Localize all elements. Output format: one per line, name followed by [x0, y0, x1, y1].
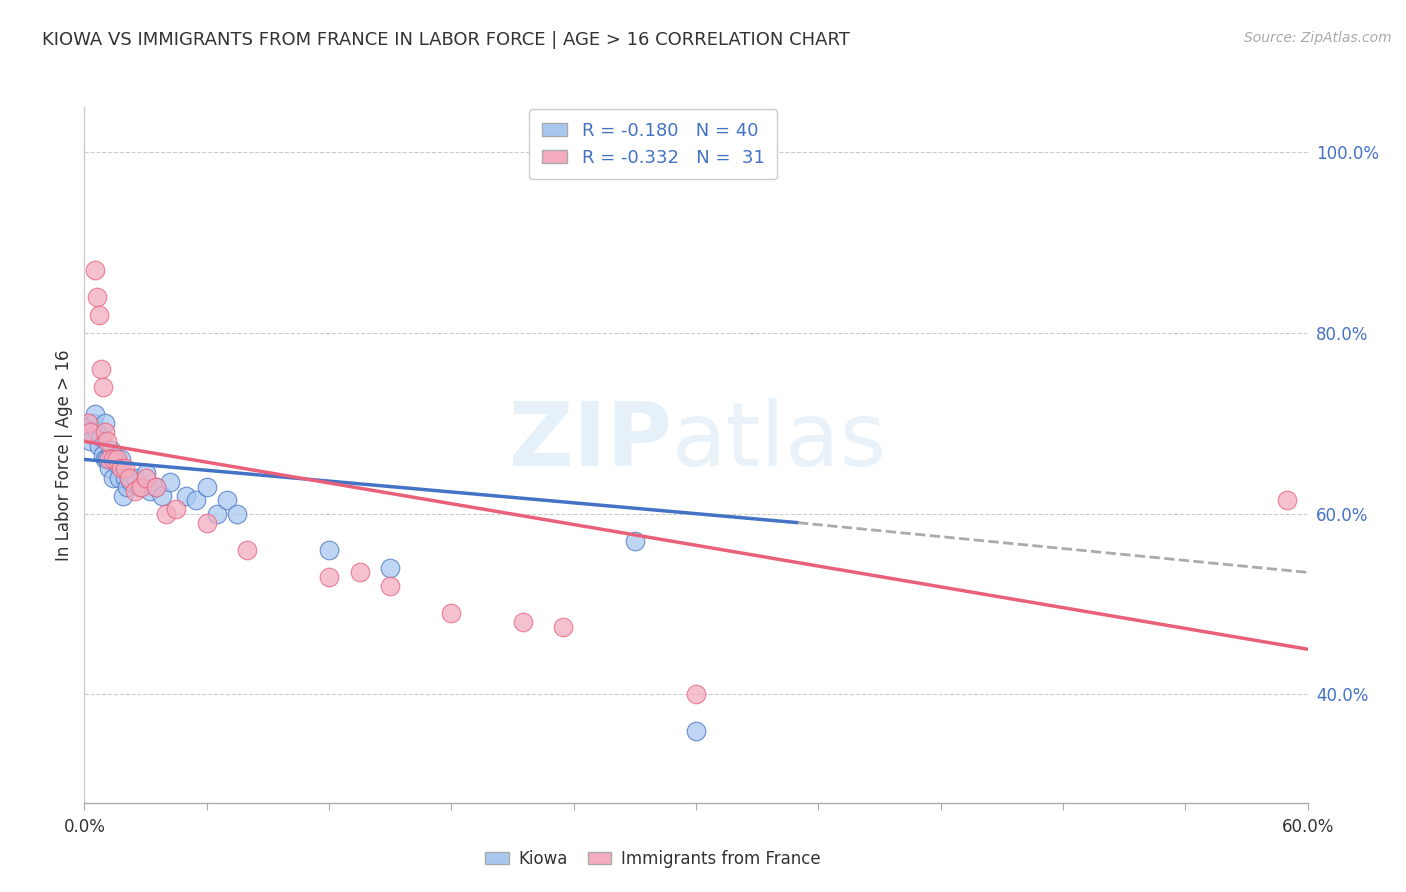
Point — [195, 479, 218, 493]
Point — [110, 452, 132, 467]
Point — [217, 493, 239, 508]
Point — [83, 407, 105, 421]
Point — [128, 479, 150, 493]
Point — [86, 290, 108, 304]
Point — [186, 493, 208, 508]
Point — [226, 507, 249, 521]
Point — [105, 452, 128, 467]
Point — [318, 542, 340, 557]
Point — [135, 466, 157, 480]
Point — [114, 470, 136, 484]
Point — [145, 479, 167, 493]
Y-axis label: In Labor Force | Age > 16: In Labor Force | Age > 16 — [55, 349, 73, 561]
Point — [155, 507, 177, 521]
Point — [118, 470, 141, 484]
Point — [115, 479, 138, 493]
Text: atlas: atlas — [672, 398, 887, 484]
Point — [118, 470, 141, 484]
Point — [82, 417, 104, 431]
Text: ZIP: ZIP — [509, 398, 672, 484]
Point — [380, 579, 402, 593]
Point — [93, 417, 117, 431]
Legend: Kiowa, Immigrants from France: Kiowa, Immigrants from France — [478, 843, 828, 874]
Point — [114, 461, 136, 475]
Text: Source: ZipAtlas.com: Source: ZipAtlas.com — [1244, 31, 1392, 45]
Point — [512, 615, 534, 629]
Point — [205, 507, 228, 521]
Point — [236, 542, 259, 557]
Point — [124, 470, 146, 484]
Point — [105, 457, 128, 471]
Point — [112, 489, 135, 503]
Point — [108, 470, 131, 484]
Point — [349, 566, 371, 580]
Point — [124, 484, 146, 499]
Point — [624, 533, 647, 548]
Point — [91, 448, 114, 462]
Point — [380, 561, 402, 575]
Point — [176, 489, 198, 503]
Point — [93, 452, 117, 467]
Point — [104, 452, 127, 467]
Point — [131, 479, 153, 493]
Point — [87, 439, 110, 453]
Point — [138, 484, 160, 499]
Point — [93, 425, 117, 440]
Point — [97, 461, 120, 475]
Point — [120, 475, 142, 489]
Point — [150, 489, 173, 503]
Point — [135, 470, 157, 484]
Point — [100, 443, 122, 458]
Point — [101, 470, 124, 484]
Point — [195, 516, 218, 530]
Point — [90, 430, 112, 444]
Point — [77, 421, 100, 435]
Point — [440, 606, 463, 620]
Point — [77, 417, 100, 431]
Point — [553, 619, 575, 633]
Point — [79, 425, 101, 440]
Point — [90, 362, 112, 376]
Point — [96, 452, 118, 467]
Point — [1277, 493, 1299, 508]
Text: KIOWA VS IMMIGRANTS FROM FRANCE IN LABOR FORCE | AGE > 16 CORRELATION CHART: KIOWA VS IMMIGRANTS FROM FRANCE IN LABOR… — [42, 31, 851, 49]
Point — [159, 475, 181, 489]
Point — [96, 434, 118, 449]
Point — [318, 570, 340, 584]
Point — [91, 380, 114, 394]
Point — [685, 687, 707, 701]
Point — [101, 452, 124, 467]
Point — [86, 425, 108, 440]
Point — [83, 262, 105, 277]
Point — [79, 434, 101, 449]
Point — [87, 308, 110, 322]
Point — [97, 452, 120, 467]
Point — [165, 502, 187, 516]
Point — [685, 723, 707, 738]
Point — [110, 461, 132, 475]
Point — [145, 479, 167, 493]
